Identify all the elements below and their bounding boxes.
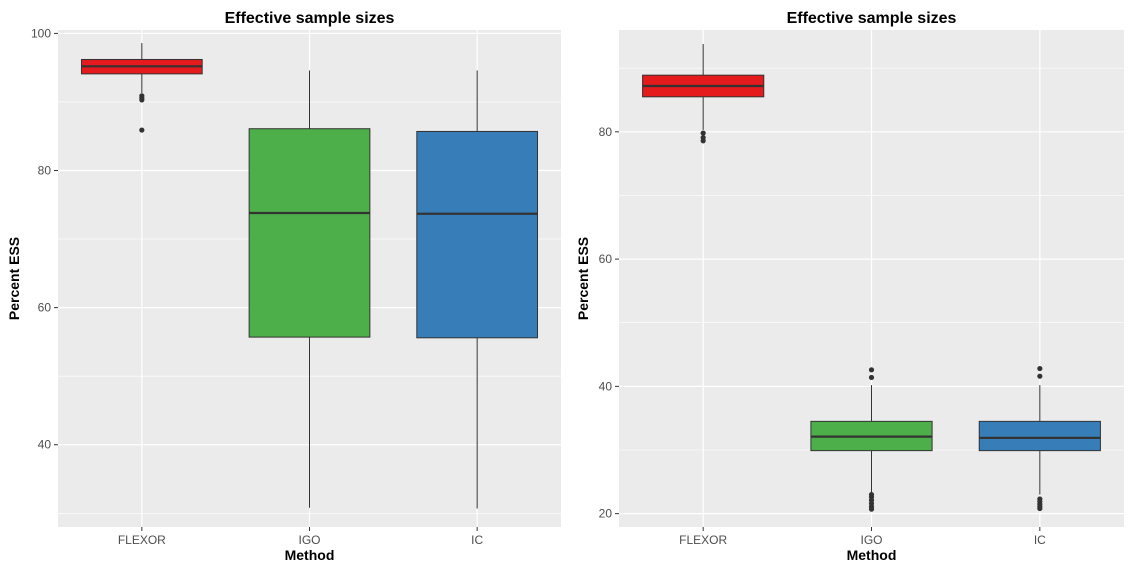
boxplot-panel-right: Effective sample sizes Method Percent ES… <box>575 10 1124 562</box>
x-tick-label: IGO <box>298 533 320 547</box>
boxes <box>642 44 1101 512</box>
tick-labels: 40 60 80 100 FLEXOR IGO IC <box>31 26 484 547</box>
y-axis-title: Percent ESS <box>6 237 22 320</box>
box-igo <box>248 70 371 508</box>
box-igo <box>810 367 933 512</box>
x-tick-label: FLEXOR <box>118 533 166 547</box>
outlier-point <box>868 374 875 381</box>
box-ic <box>416 70 539 509</box>
y-axis-title: Percent ESS <box>575 237 591 320</box>
box-iqr <box>248 128 371 338</box>
x-tick-label: FLEXOR <box>679 533 727 547</box>
box-iqr <box>416 130 539 339</box>
tick-labels: 20 40 60 80 FLEXOR IGO IC <box>599 125 1047 547</box>
x-tick-label: IC <box>471 533 483 547</box>
outlier-point <box>1037 373 1043 379</box>
y-tick-label: 80 <box>599 125 613 139</box>
box-flexor <box>80 43 203 133</box>
x-axis-title: Method <box>847 547 897 562</box>
y-tick-label: 60 <box>599 252 613 266</box>
box-flexor <box>642 44 765 144</box>
y-tick-label: 20 <box>599 507 613 521</box>
outlier-point <box>139 97 145 103</box>
y-tick-label: 80 <box>38 164 52 178</box>
outlier-point <box>1037 505 1043 512</box>
chart-title: Effective sample sizes <box>787 10 957 27</box>
outlier-point <box>700 138 706 144</box>
outlier-point <box>868 506 875 512</box>
y-tick-label: 60 <box>38 301 52 315</box>
boxes <box>80 43 539 509</box>
x-tick-label: IGO <box>860 533 882 547</box>
outlier-point <box>868 367 875 373</box>
x-tick-label: IC <box>1034 533 1046 547</box>
outlier-point <box>700 130 706 136</box>
x-axis-title: Method <box>285 547 335 562</box>
box-ic <box>978 365 1101 512</box>
box-iqr <box>978 420 1101 452</box>
outlier-point <box>139 127 145 133</box>
y-tick-label: 40 <box>38 438 52 452</box>
y-tick-label: 100 <box>31 26 51 40</box>
outlier-point <box>1037 365 1043 372</box>
chart-title: Effective sample sizes <box>225 10 395 27</box>
y-tick-label: 40 <box>599 379 613 393</box>
boxplot-panel-left: Effective sample sizes Method Percent ES… <box>6 10 561 562</box>
